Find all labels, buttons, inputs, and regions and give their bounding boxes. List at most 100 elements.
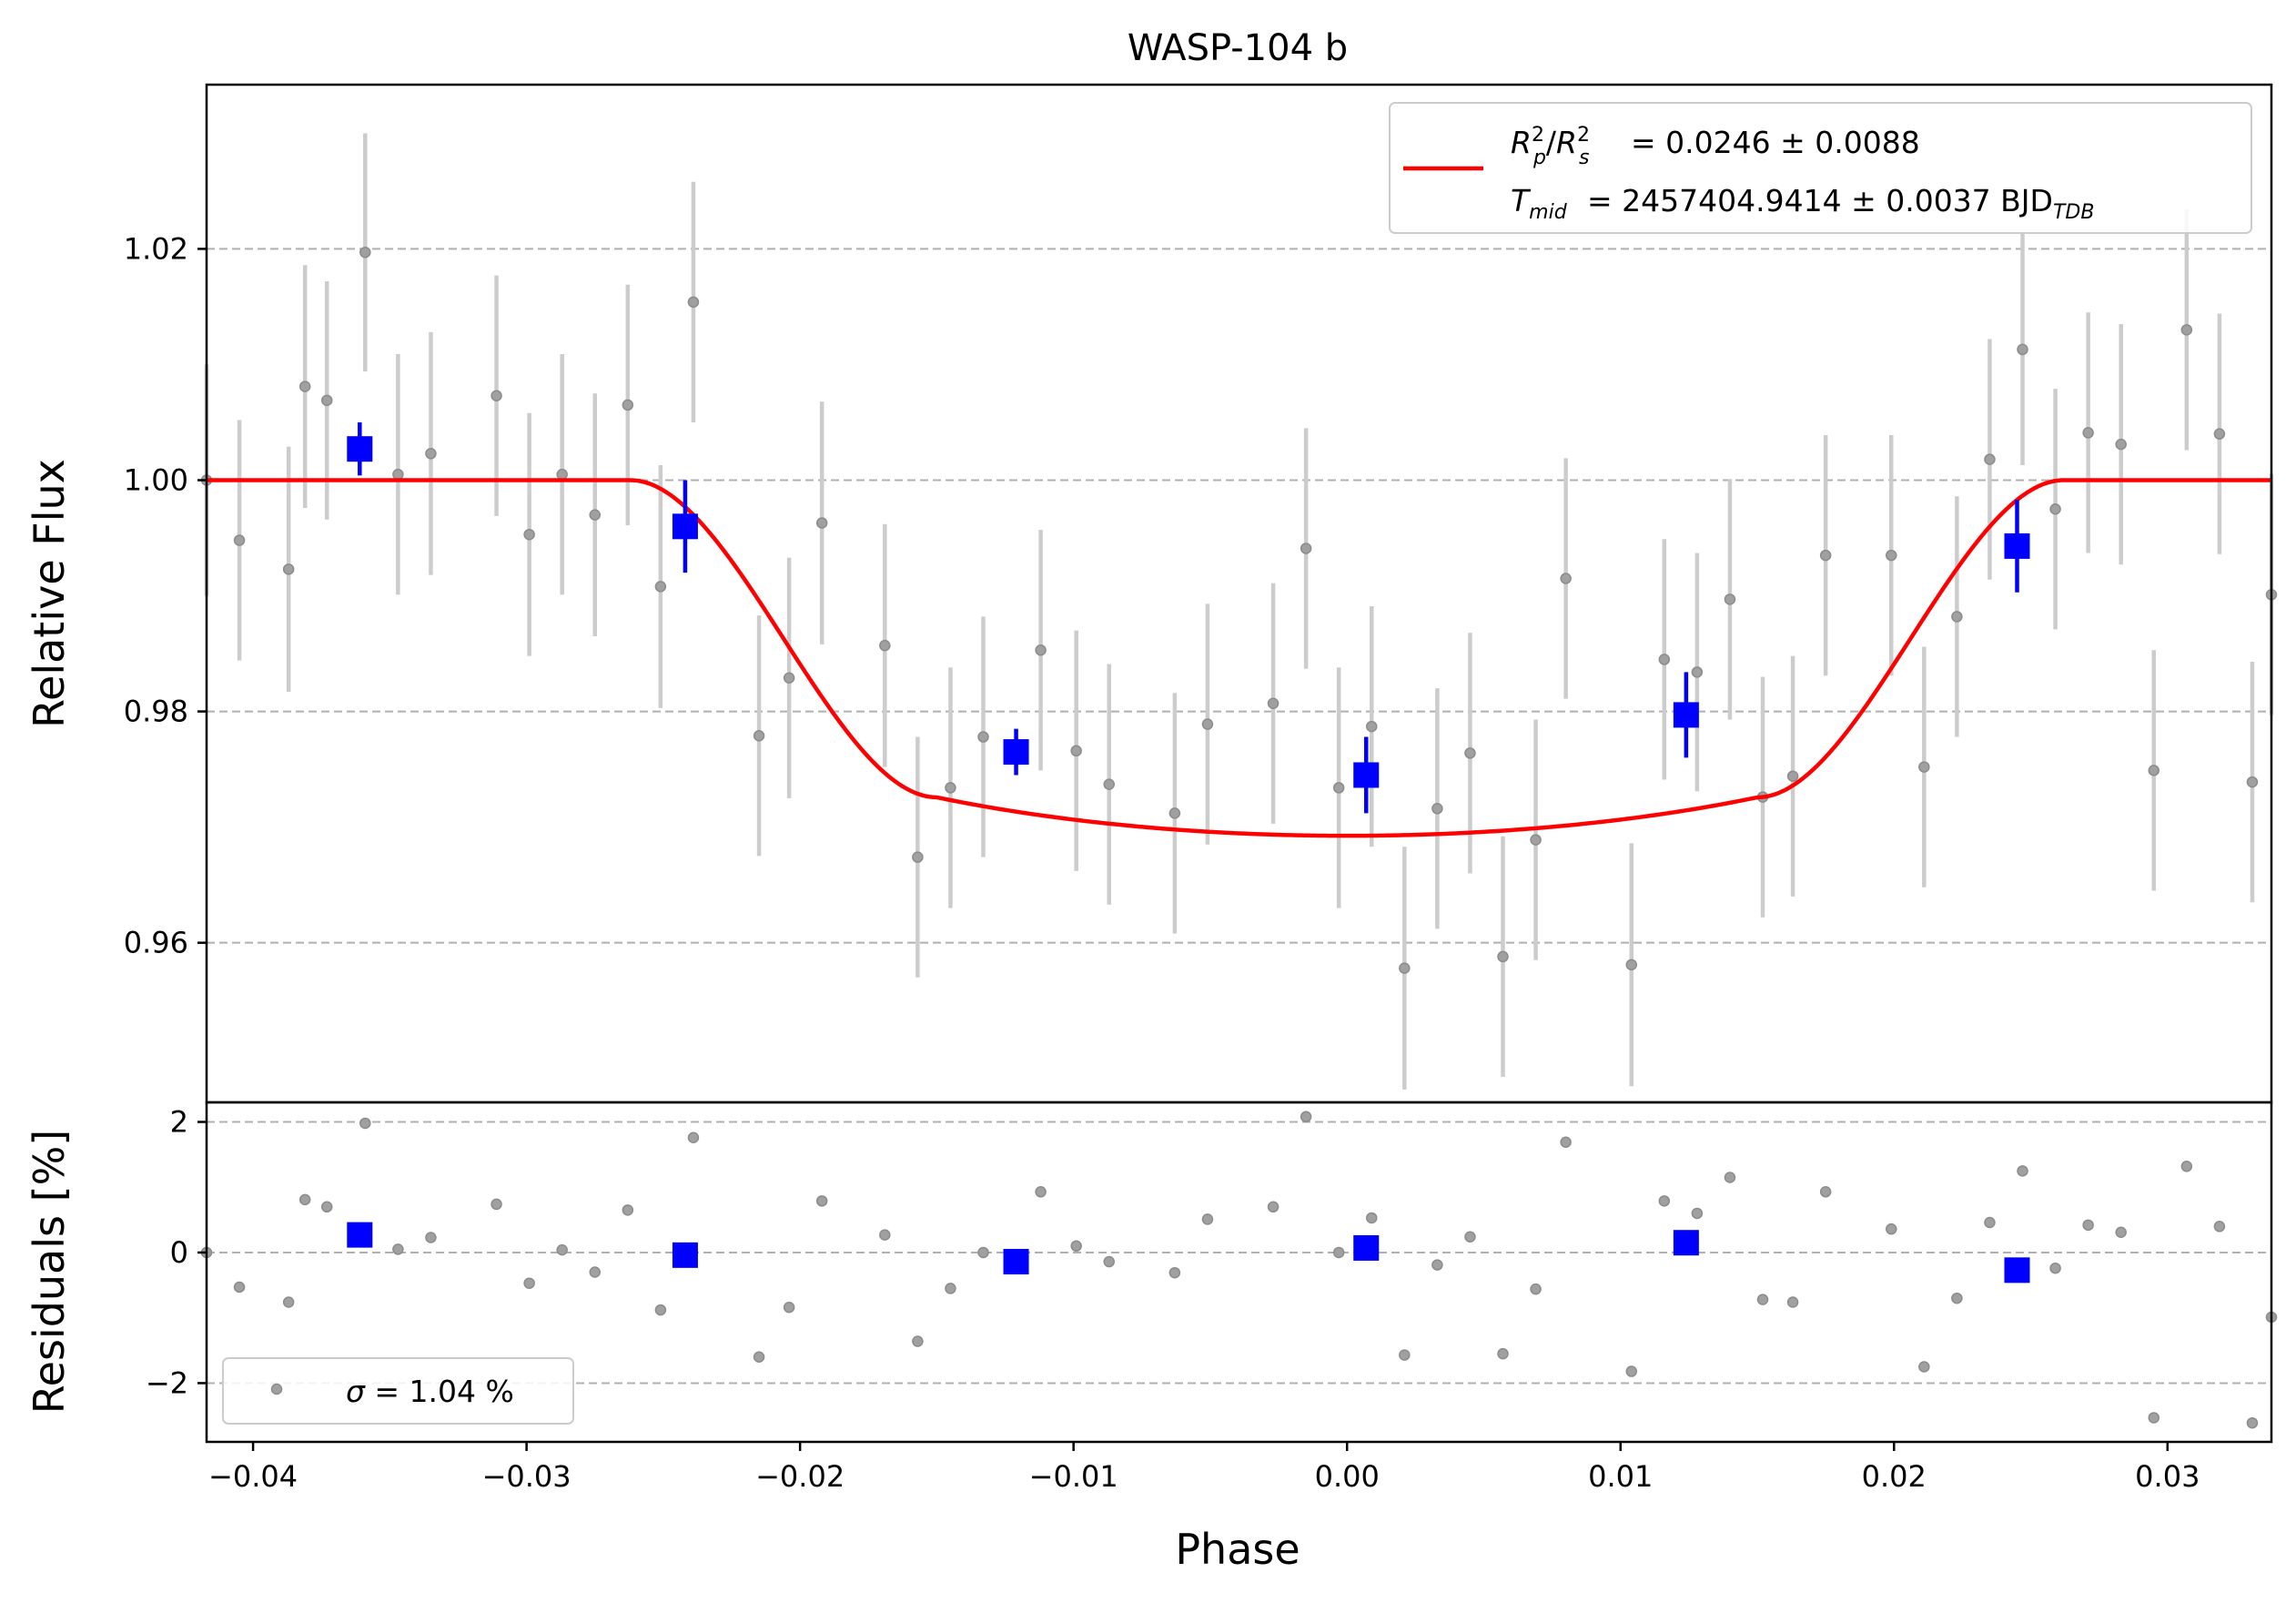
- x-tick-label: 0.03: [2135, 1459, 2200, 1494]
- raw-data-point: [1786, 770, 1799, 782]
- legend-radius-ratio-symbol: R2 p/R2 s: [1511, 124, 1590, 169]
- binned-data-point: [672, 513, 698, 540]
- raw-data-point: [1300, 543, 1312, 554]
- raw-data-point: [1431, 803, 1443, 815]
- x-tick-label: −0.01: [1029, 1459, 1118, 1494]
- raw-data-point: [1984, 453, 1996, 465]
- raw-residual-point: [1168, 1266, 1181, 1279]
- raw-data-point: [2246, 776, 2259, 788]
- y-tick-label: 1.00: [124, 462, 188, 497]
- raw-data-point: [233, 534, 246, 546]
- raw-residual-point: [1366, 1212, 1378, 1224]
- top-panel-binned-points: [347, 421, 2030, 814]
- raw-residual-point: [1951, 1292, 1963, 1304]
- binned-residual-point: [1673, 1230, 1699, 1256]
- raw-data-point: [1035, 644, 1047, 656]
- x-tick-label: 0.00: [1315, 1459, 1380, 1494]
- raw-residual-point: [2213, 1221, 2226, 1233]
- x-tick-label: 0.02: [1862, 1459, 1927, 1494]
- raw-data-point: [2148, 765, 2160, 776]
- raw-data-point: [687, 296, 700, 309]
- x-axis-title-phase: Phase: [1175, 1525, 1300, 1574]
- raw-data-point: [1497, 950, 1509, 963]
- y-tick-label: 1.02: [124, 231, 188, 266]
- raw-residual-point: [654, 1304, 667, 1316]
- raw-residual-point: [977, 1246, 989, 1259]
- binned-residual-point: [672, 1242, 698, 1268]
- raw-data-point: [1399, 962, 1411, 974]
- raw-residual-point: [1560, 1136, 1572, 1149]
- raw-data-point: [392, 468, 404, 481]
- raw-data-point: [2082, 427, 2094, 439]
- raw-residual-point: [1625, 1365, 1638, 1377]
- bottom-panel-binned-residuals: [347, 1222, 2030, 1283]
- chart-title: WASP-104 b: [1128, 27, 1348, 69]
- legend-sigma-label: σ = 1.04 %: [346, 1374, 514, 1409]
- residual-y-tick-label: 0: [170, 1235, 188, 1270]
- binned-data-point: [2004, 533, 2030, 559]
- raw-data-point: [359, 246, 371, 259]
- raw-data-point: [298, 380, 311, 392]
- y-tick-label: 0.96: [124, 926, 188, 960]
- raw-residual-point: [945, 1283, 956, 1294]
- raw-residual-point: [687, 1131, 700, 1143]
- residual-y-tick-label: −2: [146, 1365, 188, 1400]
- raw-data-point: [1625, 959, 1638, 971]
- raw-residual-point: [1464, 1231, 1476, 1243]
- raw-residual-point: [2082, 1219, 2094, 1232]
- raw-data-point: [1819, 549, 1832, 562]
- bottom-panel-frame: [205, 1101, 2273, 1444]
- raw-residual-point: [1497, 1347, 1509, 1360]
- raw-data-point: [320, 394, 333, 407]
- raw-residual-point: [2017, 1165, 2028, 1177]
- raw-residual-point: [491, 1198, 502, 1211]
- raw-residual-point: [320, 1201, 333, 1213]
- binned-data-point: [347, 436, 373, 462]
- raw-residual-point: [1724, 1172, 1736, 1183]
- raw-data-point: [589, 509, 602, 521]
- raw-data-point: [1691, 666, 1704, 678]
- raw-data-point: [1201, 718, 1214, 730]
- raw-residual-point: [1035, 1186, 1047, 1198]
- raw-data-point: [523, 528, 535, 541]
- binned-residual-point: [1353, 1234, 1380, 1261]
- top-legend-box: [1389, 102, 2252, 234]
- raw-residual-point: [359, 1117, 371, 1130]
- raw-data-point: [1724, 594, 1736, 605]
- raw-data-point: [1070, 745, 1082, 757]
- bottom-legend: σ = 1.04 %: [222, 1357, 574, 1425]
- raw-residual-point: [1756, 1294, 1769, 1305]
- raw-data-point: [1530, 834, 1542, 846]
- raw-data-point: [2180, 324, 2193, 336]
- binned-data-point: [1353, 762, 1380, 788]
- transit-model-curve: [207, 478, 2271, 838]
- top-panel-y-ticks: 0.96 0.98 1.00 1.02: [124, 231, 207, 960]
- raw-data-point: [783, 672, 795, 684]
- bottom-legend-marker: [270, 1383, 283, 1395]
- bottom-legend-box: [222, 1357, 574, 1425]
- raw-data-point: [1951, 611, 1963, 623]
- raw-data-point: [879, 639, 891, 652]
- raw-data-point: [425, 448, 437, 460]
- raw-residual-point: [815, 1195, 828, 1207]
- raw-data-point: [654, 581, 667, 593]
- raw-data-point: [2115, 438, 2127, 451]
- legend-tmid-value: = 2457404.9414 ± 0.0037 BJDTDB: [1587, 183, 2094, 224]
- raw-data-point: [2049, 503, 2061, 515]
- raw-data-point: [1267, 697, 1279, 709]
- raw-data-point: [1366, 720, 1378, 733]
- raw-data-point: [945, 782, 956, 794]
- raw-residual-point: [1819, 1186, 1832, 1198]
- raw-residual-point: [556, 1243, 568, 1256]
- bottom-panel-y-ticks: −2 0 2: [146, 1105, 207, 1400]
- raw-residual-point: [1431, 1259, 1443, 1271]
- raw-residual-point: [298, 1193, 311, 1206]
- raw-residual-point: [879, 1229, 891, 1241]
- raw-residual-point: [282, 1296, 295, 1308]
- binned-data-point: [1003, 739, 1029, 766]
- raw-residual-point: [1300, 1111, 1312, 1123]
- raw-residual-point: [753, 1351, 765, 1363]
- raw-residual-point: [1786, 1296, 1799, 1308]
- raw-residual-point: [1530, 1283, 1542, 1295]
- raw-data-point: [1560, 573, 1572, 584]
